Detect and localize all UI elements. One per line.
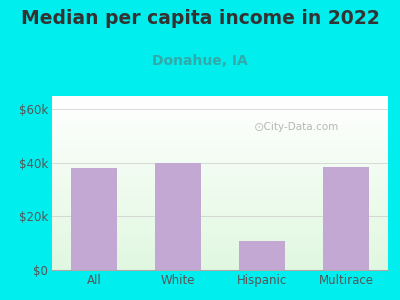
- Bar: [239, 241, 285, 270]
- Bar: [155, 163, 201, 270]
- Text: Median per capita income in 2022: Median per capita income in 2022: [21, 9, 379, 28]
- Bar: [71, 168, 117, 270]
- Text: City-Data.com: City-Data.com: [257, 122, 338, 132]
- Bar: [323, 167, 369, 270]
- Text: ⊙: ⊙: [253, 121, 264, 134]
- Text: Donahue, IA: Donahue, IA: [152, 54, 248, 68]
